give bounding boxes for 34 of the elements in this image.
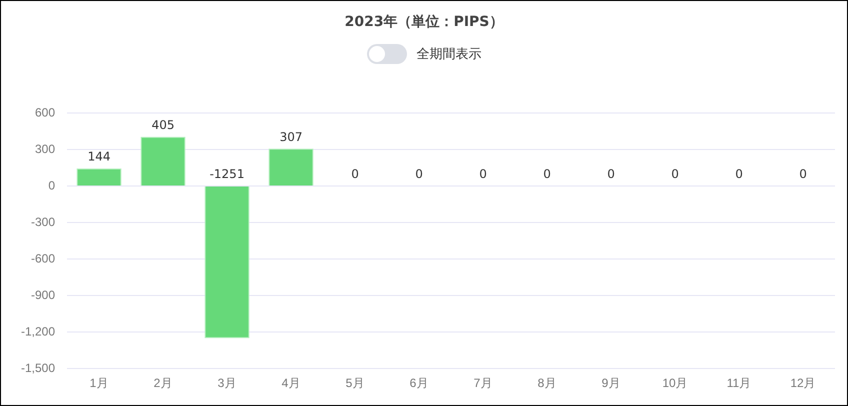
text: 全期間表示 [416, 46, 482, 63]
y-tick-label: 0 [48, 178, 56, 192]
x-tick-label: 4月 [282, 376, 300, 390]
data-label: 0 [543, 167, 551, 182]
y-tick-label: -900 [30, 288, 56, 302]
x-tick-label: 3月 [218, 376, 236, 390]
data-label: 0 [607, 167, 615, 182]
x-tick-label: 10月 [662, 376, 688, 390]
data-label: 0 [479, 167, 487, 182]
chart-title: 2023年（単位：PIPS） [344, 13, 504, 31]
x-tick-label: 7月 [474, 376, 492, 390]
x-tick-label: 5月 [346, 376, 364, 390]
x-tick-label: 9月 [602, 376, 620, 390]
x-tick-label: 11月 [726, 376, 752, 390]
data-label: 0 [415, 167, 423, 182]
data-label: 0 [735, 167, 743, 182]
x-tick-label: 2月 [154, 376, 172, 390]
y-tick-label: -1,200 [20, 324, 56, 338]
x-tick-label: 12月 [790, 376, 816, 390]
y-tick-label: -1,500 [20, 360, 56, 375]
y-tick-label: 300 [34, 142, 56, 156]
data-label: 307 [280, 130, 302, 144]
data-label: 405 [152, 118, 174, 132]
data-label: 0 [671, 167, 679, 182]
x-tick-label: 1月 [90, 376, 108, 390]
x-tick-label: 6月 [410, 376, 428, 390]
data-label: -1251 [210, 167, 244, 182]
data-label: 0 [799, 167, 807, 182]
y-tick-label: -300 [30, 214, 56, 229]
y-tick-label: -600 [30, 251, 56, 266]
data-label: 144 [88, 150, 110, 164]
y-tick-label: 600 [34, 105, 56, 120]
data-label: 0 [351, 167, 359, 182]
x-tick-label: 8月 [538, 376, 556, 390]
